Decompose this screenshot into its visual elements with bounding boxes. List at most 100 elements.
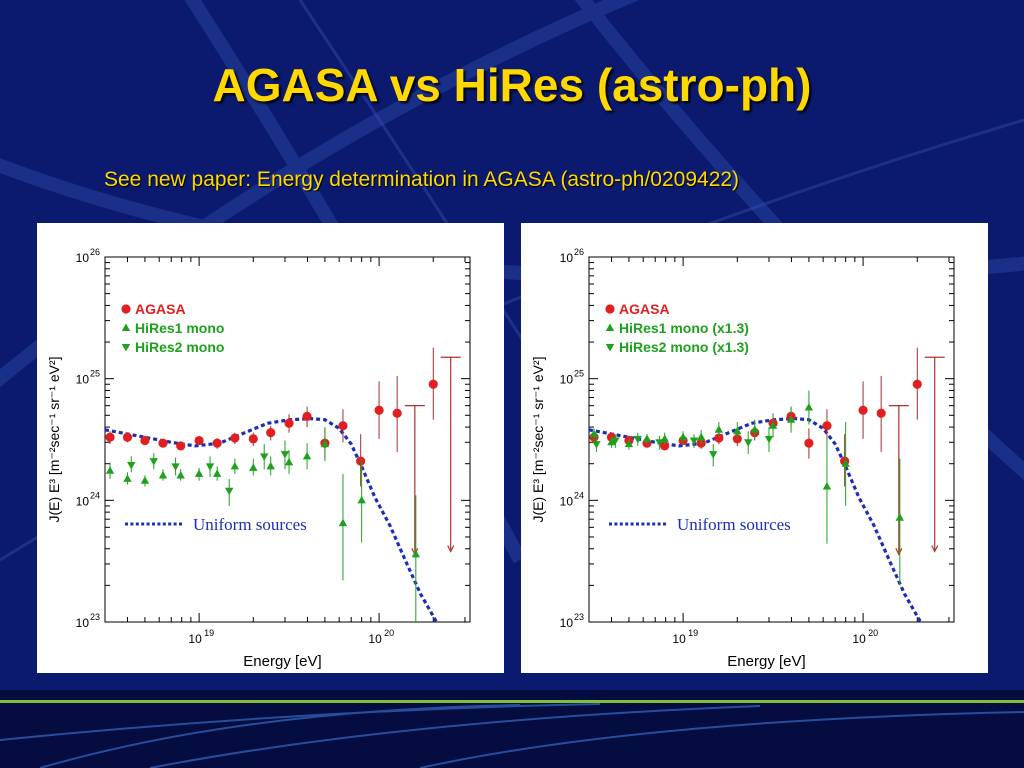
- data-point-hires1-mono-x1-3: [607, 437, 616, 446]
- series-hires1-mono: [105, 427, 421, 622]
- chart-panel-right: 10 19 10 20 10 23 10 24 10 25 10 26 Energy [eV] J(E) …: [521, 223, 988, 673]
- data-point-agasa: [660, 441, 670, 451]
- chart-panel-left: 10 19 10 20 10 23 10 24 10 25 10 26 Energy [eV] J(E) …: [37, 223, 504, 673]
- series-hires1-mono-x1-3: [589, 390, 905, 586]
- legend-label-hires2-mono-x1-3: HiRes2 mono (x1.3): [619, 339, 749, 355]
- legend-label-agasa: AGASA: [135, 301, 186, 317]
- curve-legend-label: Uniform sources: [193, 515, 307, 534]
- axis-ticks: [104, 256, 470, 623]
- axis-ticks: [588, 256, 954, 623]
- data-point-agasa: [302, 411, 312, 421]
- plot-area: [104, 347, 461, 624]
- data-point-agasa: [158, 438, 168, 448]
- data-point-agasa: [876, 408, 886, 418]
- y-tick-label: 10: [560, 616, 574, 630]
- series-agasa: [105, 347, 438, 487]
- data-point-agasa: [248, 434, 258, 444]
- data-point-hires2-mono: [149, 458, 158, 466]
- data-point-agasa: [230, 433, 240, 443]
- data-point-agasa: [374, 405, 384, 415]
- data-point-hires2-mono-x1-3: [633, 435, 642, 444]
- y-tick-label-exponent: 26: [574, 247, 584, 257]
- legend-marker-hires1-mono: [121, 323, 131, 331]
- data-point-hires2-mono-x1-3: [689, 437, 699, 446]
- data-point-hires1-mono: [158, 470, 168, 479]
- y-tick-label-exponent: 24: [574, 490, 584, 500]
- y-tick-label: 10: [560, 373, 574, 387]
- data-point-hires1-mono-x1-3: [696, 432, 706, 441]
- legend-marker-hires2-mono: [121, 344, 131, 352]
- y-axis-label: J(E) E³ [m⁻²sec⁻¹ sr⁻¹ eV²]: [530, 356, 546, 522]
- data-point-hires1-mono-x1-3: [768, 421, 778, 429]
- x-tick-label-exponent: 19: [688, 628, 698, 638]
- x-tick-label: 10: [672, 632, 686, 646]
- data-point-agasa: [266, 428, 276, 438]
- y-tick-label: 10: [76, 494, 90, 508]
- data-point-hires2-mono: [260, 453, 269, 461]
- data-point-hires1-mono-x1-3: [804, 402, 814, 411]
- data-point-hires1-mono: [320, 439, 330, 448]
- data-point-agasa: [356, 456, 366, 466]
- data-point-hires1-mono-x1-3: [895, 513, 905, 521]
- plot-frame: [104, 256, 471, 623]
- legend-marker-agasa: [121, 304, 131, 314]
- y-tick-label: 10: [76, 373, 90, 387]
- legend-label-hires2-mono: HiRes2 mono: [135, 339, 224, 355]
- data-point-hires2-mono: [171, 463, 180, 471]
- data-point-hires2-mono: [280, 451, 290, 459]
- data-point-agasa: [912, 379, 922, 389]
- data-point-hires1-mono: [284, 457, 294, 466]
- data-point-hires1-mono-x1-3: [841, 459, 850, 467]
- data-point-hires1-mono-x1-3: [589, 429, 599, 438]
- plot-area: [588, 347, 945, 624]
- uniform-sources-curve: [588, 416, 923, 624]
- slide-title: AGASA vs HiRes (astro-ph): [212, 59, 812, 111]
- data-point-agasa: [194, 435, 204, 446]
- y-tick-label-exponent: 26: [90, 247, 100, 257]
- data-point-hires1-mono: [194, 469, 204, 477]
- curve-legend-label: Uniform sources: [677, 515, 791, 534]
- data-point-agasa: [392, 408, 402, 418]
- data-point-hires2-mono-x1-3: [764, 435, 774, 444]
- data-point-hires2-mono-x1-3: [611, 437, 620, 446]
- data-point-hires1-mono: [123, 474, 132, 482]
- data-point-hires2-mono-x1-3: [709, 451, 718, 459]
- y-tick-label: 10: [560, 251, 574, 265]
- data-point-hires1-mono: [266, 461, 275, 470]
- data-point-hires1-mono: [302, 451, 312, 460]
- y-tick-label: 10: [76, 616, 90, 630]
- legend-marker-agasa: [605, 304, 615, 314]
- legend-label-hires1-mono: HiRes1 mono: [135, 320, 224, 336]
- data-point-hires1-mono-x1-3: [822, 481, 832, 490]
- upper-limit-arrow: [895, 548, 903, 556]
- legend-marker-hires1-mono-x1-3: [605, 323, 615, 331]
- x-axis-label: Energy [eV]: [727, 653, 805, 670]
- data-point-hires2-mono: [225, 487, 234, 496]
- data-point-hires1-mono-x1-3: [786, 415, 796, 423]
- x-tick-label: 10: [188, 632, 202, 646]
- data-point-agasa: [140, 435, 150, 446]
- upper-limit-arrow: [931, 545, 939, 553]
- data-point-hires1-mono: [249, 463, 258, 471]
- y-tick-label-exponent: 23: [574, 612, 584, 622]
- x-tick-label-exponent: 20: [384, 628, 394, 638]
- x-tick-label: 10: [368, 632, 382, 646]
- y-tick-label: 10: [560, 494, 574, 508]
- y-tick-label-exponent: 24: [90, 490, 100, 500]
- data-point-agasa: [714, 433, 724, 443]
- data-point-agasa: [338, 421, 348, 431]
- x-tick-label-exponent: 20: [868, 628, 878, 638]
- data-point-hires2-mono-x1-3: [744, 439, 753, 447]
- y-tick-label: 10: [76, 251, 90, 265]
- y-tick-label-exponent: 25: [90, 369, 100, 379]
- y-tick-label-exponent: 23: [90, 612, 100, 622]
- legend: AGASA HiRes1 mono HiRes2 mono: [121, 301, 224, 355]
- x-tick-label: 10: [852, 632, 866, 646]
- data-point-hires1-mono: [411, 549, 421, 558]
- data-point-hires1-mono: [105, 466, 115, 474]
- data-point-hires2-mono: [205, 463, 215, 471]
- legend-marker-hires2-mono-x1-3: [605, 344, 615, 352]
- data-point-hires1-mono-x1-3: [678, 432, 688, 441]
